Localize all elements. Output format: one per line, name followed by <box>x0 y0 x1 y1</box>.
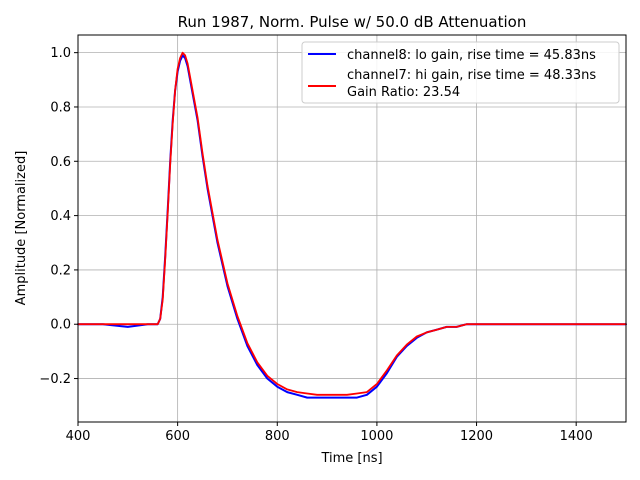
legend-label-channel7: channel7: hi gain, rise time = 48.33ns <box>347 68 596 83</box>
y-axis-label: Amplitude [Normalized] <box>14 151 29 306</box>
x-axis-label: Time [ns] <box>320 451 382 466</box>
y-tick-label: −0.2 <box>39 372 71 387</box>
x-tick-label: 1000 <box>360 429 393 444</box>
plot-frame <box>77 34 627 423</box>
x-tick-label: 800 <box>265 429 290 444</box>
series-line-channel7 <box>77 51 627 396</box>
series-layer <box>77 51 627 399</box>
ticks: 400 600 800 1000 1200 1400 −0.2 0.0 0.2 0.4 0.6 0.8… <box>39 46 592 444</box>
legend-label-channel8: channel8: lo gain, rise time = 45.83ns <box>347 48 596 63</box>
x-tick-label: 1400 <box>560 429 593 444</box>
x-tick-label: 600 <box>165 429 190 444</box>
legend-label-gain-ratio: Gain Ratio: 23.54 <box>347 85 460 100</box>
y-tick-label: 1.0 <box>50 46 71 61</box>
y-tick-label: 0.6 <box>50 155 71 170</box>
x-tick-label: 400 <box>66 429 91 444</box>
legend: channel8: lo gain, rise time = 45.83ns c… <box>301 41 620 104</box>
y-tick-label: 0.0 <box>50 318 71 333</box>
chart-title: Run 1987, Norm. Pulse w/ 50.0 dB Attenua… <box>178 13 527 31</box>
y-tick-label: 0.8 <box>50 100 71 115</box>
legend-box <box>301 41 620 104</box>
x-tick-label: 1200 <box>460 429 493 444</box>
y-tick-label: 0.2 <box>50 263 71 278</box>
y-tick-label: 0.4 <box>50 209 71 224</box>
